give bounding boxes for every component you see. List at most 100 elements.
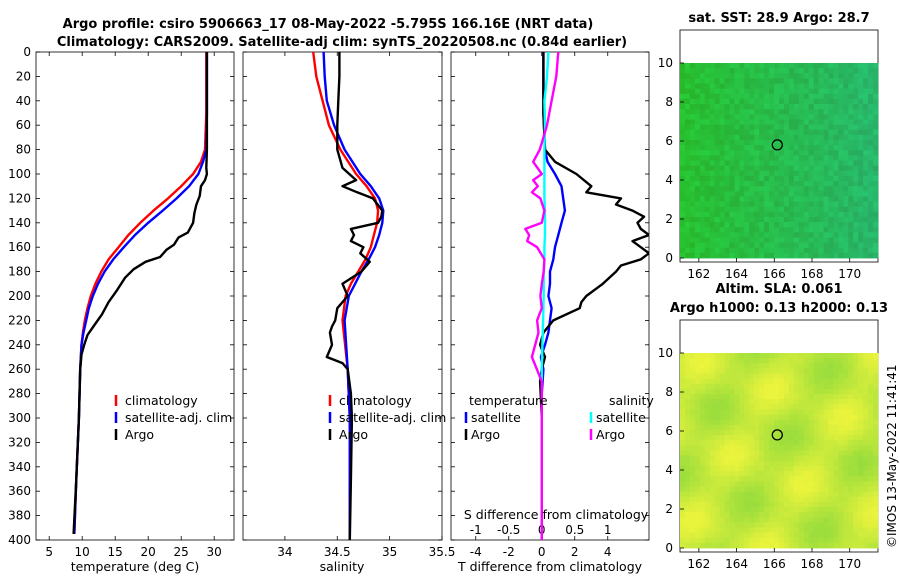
map-cell xyxy=(823,98,829,105)
map-cell xyxy=(813,73,819,79)
map-cell xyxy=(813,104,819,110)
map-cell xyxy=(684,522,691,528)
map-cell xyxy=(754,445,760,451)
map-cell xyxy=(769,512,775,518)
map-cell xyxy=(823,237,829,243)
map-cell xyxy=(788,496,795,503)
map-cell xyxy=(734,501,740,508)
map-cell xyxy=(754,486,760,492)
map-cell xyxy=(838,170,844,177)
map-cell xyxy=(873,476,879,482)
map-cell xyxy=(689,527,696,533)
map-cell xyxy=(843,455,849,462)
map-cell xyxy=(764,98,770,105)
map-cell xyxy=(779,542,785,549)
map-cell xyxy=(694,68,701,74)
map-cell xyxy=(823,404,829,410)
map-cell xyxy=(788,429,795,436)
map-cell xyxy=(873,450,879,457)
map-cell xyxy=(719,527,725,533)
map-cell xyxy=(863,201,869,208)
map-cell xyxy=(714,399,720,405)
map-cell xyxy=(680,196,686,202)
map-cell xyxy=(739,496,745,503)
map-cell xyxy=(689,368,696,374)
xtick-top-label: -1 xyxy=(470,523,482,537)
map-cell xyxy=(828,68,834,74)
map-cell xyxy=(808,222,815,228)
map-cell xyxy=(873,501,879,508)
map-cell xyxy=(714,517,720,523)
map-cell xyxy=(823,414,829,421)
map-cell xyxy=(734,378,740,385)
map-cell xyxy=(833,186,839,192)
map-cell xyxy=(729,211,735,218)
map-cell xyxy=(843,196,849,202)
map-cell xyxy=(694,222,701,228)
map-cell xyxy=(808,181,815,187)
map-cell xyxy=(788,252,795,259)
map-cell xyxy=(813,150,819,156)
map-cell xyxy=(838,165,844,172)
map-cell xyxy=(868,506,874,513)
map-cell xyxy=(714,181,720,187)
map-cell xyxy=(823,129,829,136)
map-cell xyxy=(858,252,864,259)
map-cell xyxy=(813,63,819,69)
map-cell xyxy=(798,201,805,208)
map-cell xyxy=(694,78,701,84)
map-cell xyxy=(793,419,800,426)
map-cell xyxy=(734,93,740,100)
map-cell xyxy=(843,222,849,228)
map-cell xyxy=(729,181,735,187)
map-cell xyxy=(873,440,879,446)
map-cell xyxy=(783,134,790,141)
map-cell xyxy=(689,63,696,69)
map-cell xyxy=(838,373,844,380)
map-cell xyxy=(783,242,790,249)
map-cell xyxy=(828,450,834,457)
map-cell xyxy=(739,460,745,467)
map-cell xyxy=(798,409,805,415)
map-cell xyxy=(739,394,745,400)
map-cell xyxy=(724,114,730,120)
map-cell xyxy=(680,435,686,441)
map-cell xyxy=(739,353,745,359)
map-cell xyxy=(680,170,686,177)
map-cell xyxy=(783,501,790,508)
map-cell xyxy=(754,383,760,390)
map-cell xyxy=(759,373,765,380)
map-cell xyxy=(828,247,834,254)
map-cell xyxy=(754,394,760,400)
map-cell xyxy=(724,368,730,374)
map-cell xyxy=(823,165,829,172)
map-cell xyxy=(828,175,834,182)
map-cell xyxy=(754,512,760,518)
map-cell xyxy=(749,486,755,492)
map-cell xyxy=(853,481,859,487)
map-cell xyxy=(769,424,775,431)
map-cell xyxy=(769,455,775,462)
map-cell xyxy=(714,196,720,202)
map-cell xyxy=(833,252,839,259)
map-cell xyxy=(803,252,810,259)
map-cell xyxy=(774,373,780,380)
map-cell xyxy=(873,517,879,523)
map-cell xyxy=(709,378,716,385)
map-cell xyxy=(694,211,701,218)
map-cell xyxy=(838,83,844,90)
map-cell xyxy=(709,155,716,161)
map-cell xyxy=(709,358,716,364)
map-cell xyxy=(689,134,696,141)
map-cell xyxy=(793,471,800,477)
map-cell xyxy=(744,373,750,380)
map-cell xyxy=(863,170,869,177)
xtick-label: 164 xyxy=(725,557,748,571)
map-cell xyxy=(694,206,701,213)
map-cell xyxy=(808,424,815,431)
map-cell xyxy=(848,394,854,400)
map-cell xyxy=(694,232,701,238)
map-cell xyxy=(754,196,760,202)
map-cell xyxy=(818,522,824,528)
map-cell xyxy=(823,512,829,518)
